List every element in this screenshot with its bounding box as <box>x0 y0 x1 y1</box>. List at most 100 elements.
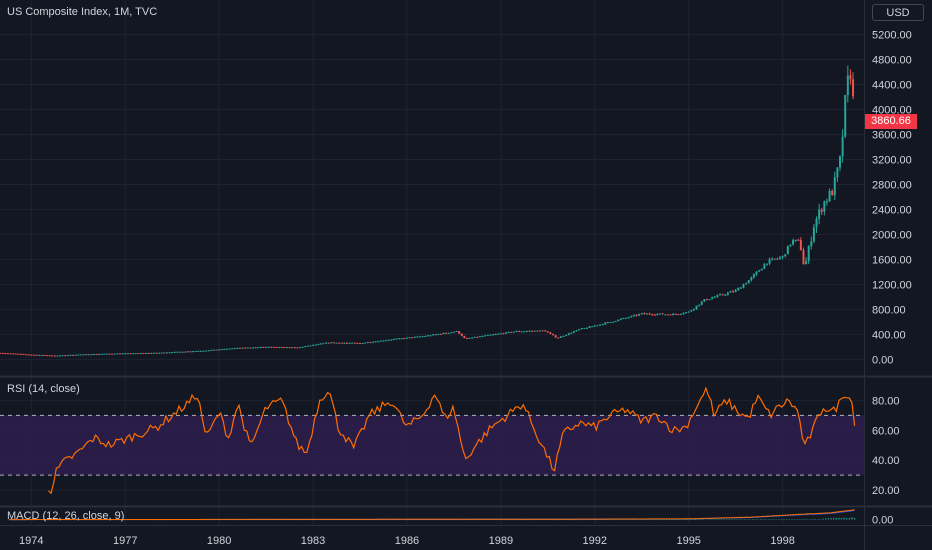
candle-body-302 <box>786 246 789 255</box>
candle-body-294 <box>765 263 768 265</box>
candle-body-297 <box>773 258 776 260</box>
candle-body-164 <box>426 335 429 337</box>
macd-histogram-bar-275 <box>725 519 728 520</box>
candle-body-36 <box>92 354 95 356</box>
candle-body-326 <box>849 75 852 80</box>
candle-body-315 <box>820 209 823 212</box>
candle-body-222 <box>578 329 581 331</box>
candle-body-183 <box>476 336 479 338</box>
macd-histogram-bar-274 <box>723 519 725 520</box>
rsi-tick-80.00: 80.00 <box>872 395 900 407</box>
candle-body-260 <box>677 314 680 316</box>
rsi-band-fill <box>0 415 864 476</box>
currency-button[interactable]: USD <box>872 4 924 21</box>
candle-body-160 <box>416 336 419 338</box>
candle-body-24 <box>61 355 64 357</box>
candle-body-171 <box>445 332 448 334</box>
candle-body-155 <box>403 338 406 340</box>
macd-histogram-bar-314 <box>827 518 830 520</box>
candle-body-180 <box>468 337 471 339</box>
candle-body-248 <box>645 313 648 315</box>
macd-histogram-bar-270 <box>712 519 715 520</box>
candle-body-87 <box>225 348 228 350</box>
candle-body-233 <box>606 322 609 324</box>
candle-body-69 <box>179 351 181 353</box>
candle-body-249 <box>648 313 651 315</box>
candle-body-182 <box>473 336 476 338</box>
candle-body-158 <box>411 337 414 339</box>
candle-body-278 <box>724 294 727 296</box>
candle-body-156 <box>405 337 408 339</box>
macd-histogram-bar-256 <box>676 519 678 521</box>
candle-body-107 <box>278 346 281 348</box>
candle-body-247 <box>643 313 646 315</box>
candle-body-148 <box>385 340 388 342</box>
macd-histogram-bar-302 <box>796 519 798 520</box>
candle-body-42 <box>108 353 111 355</box>
candle-body-176 <box>458 331 461 334</box>
macd-histogram-bar-216 <box>572 519 574 521</box>
rsi-series <box>48 386 856 495</box>
macd-histogram-bar-262 <box>692 519 694 521</box>
candle-body-150 <box>390 339 393 341</box>
candle-body-226 <box>588 326 591 328</box>
candle-body-187 <box>486 334 489 336</box>
candle-body-72 <box>186 351 189 353</box>
macd-histogram-bar-319 <box>840 518 843 520</box>
macd-histogram-bar-300 <box>791 519 793 520</box>
candle-body-103 <box>267 346 270 348</box>
candle-body-212 <box>552 333 555 336</box>
macd-histogram-bar-237 <box>626 519 629 521</box>
candle-body-109 <box>283 347 286 349</box>
candle-body-280 <box>729 291 732 293</box>
macd-histogram-bar-295 <box>778 519 780 520</box>
macd-title: MACD (12, 26, close, 9) <box>7 510 125 522</box>
candle-body-1 <box>1 352 4 354</box>
candle-body-83 <box>215 349 218 351</box>
macd-histogram-bar-224 <box>592 519 595 521</box>
macd-histogram-bar-276 <box>728 519 730 520</box>
x-tick-1998: 1998 <box>770 535 794 547</box>
candle-body-45 <box>116 353 119 355</box>
candle-body-272 <box>708 299 711 301</box>
x-tick-1977: 1977 <box>113 535 137 547</box>
candle-body-259 <box>674 313 677 315</box>
candle-body-206 <box>536 330 539 332</box>
candle-body-84 <box>218 349 221 351</box>
candle-body-140 <box>364 342 367 344</box>
candle-body-91 <box>236 347 239 349</box>
candle-body-82 <box>212 349 215 351</box>
candle-body-174 <box>452 331 455 333</box>
candle-body-163 <box>424 335 427 337</box>
candle-body-169 <box>439 333 442 335</box>
candle-body-43 <box>111 353 114 355</box>
macd-histogram-bar-281 <box>741 519 744 520</box>
candle-body-121 <box>314 344 317 346</box>
candle-body-145 <box>377 341 380 343</box>
candle-body-66 <box>171 352 174 354</box>
macd-histogram-bar-296 <box>780 519 783 520</box>
candle-body-23 <box>59 355 61 357</box>
macd-histogram-bar-308 <box>812 518 814 520</box>
candle-body-92 <box>239 347 241 349</box>
candle-body-94 <box>244 347 247 349</box>
candle-body-218 <box>567 333 570 335</box>
candle-body-154 <box>400 338 403 340</box>
candle-body-293 <box>763 264 766 269</box>
macd-histogram-bar-225 <box>595 519 597 521</box>
candle-body-196 <box>510 331 513 333</box>
macd-histogram-bar-230 <box>608 519 610 521</box>
candle-body-209 <box>544 330 547 332</box>
candle-body-133 <box>345 342 348 344</box>
candle-body-62 <box>160 352 163 354</box>
candle-body-124 <box>322 343 325 345</box>
candle-body-305 <box>794 239 797 241</box>
candle-body-93 <box>241 347 244 349</box>
macd-histogram-bar-249 <box>658 519 660 521</box>
candle-body-33 <box>85 354 88 356</box>
candle-body-296 <box>771 258 774 260</box>
candle-body-143 <box>372 341 375 343</box>
candle-body-184 <box>479 336 481 338</box>
macd-histogram-bar-277 <box>731 519 733 520</box>
